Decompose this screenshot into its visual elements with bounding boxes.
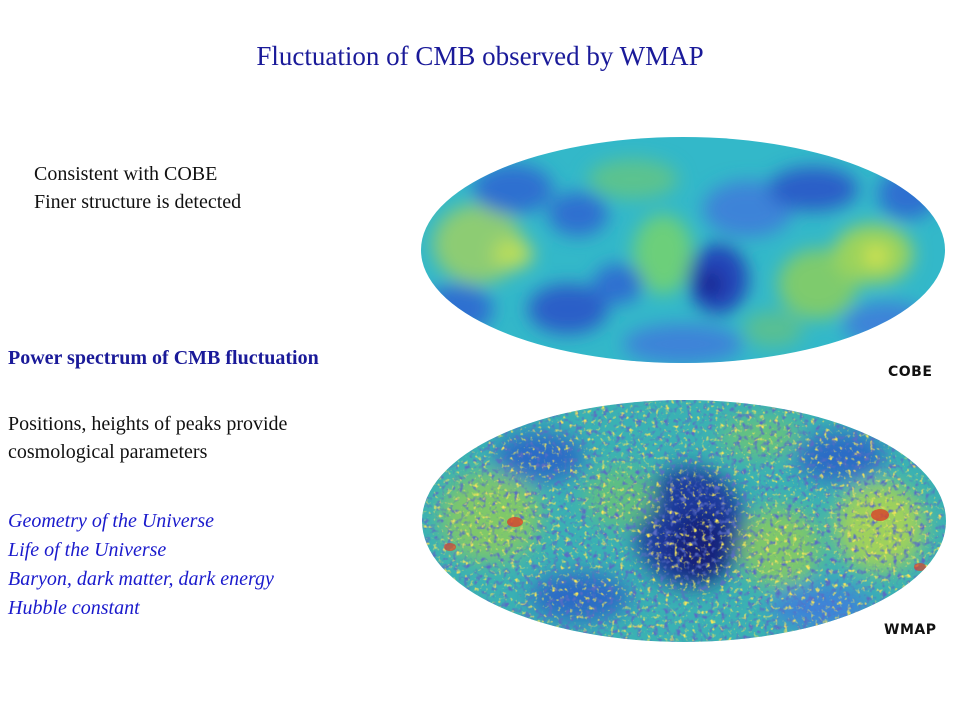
wmap-sky-map	[422, 400, 946, 642]
cobe-note-line: Finer structure is detected	[34, 191, 242, 213]
wmap-map-label: WMAP	[884, 622, 937, 638]
slide-title: Fluctuation of CMB observed by WMAP	[256, 41, 704, 71]
cobe-map-label: COBE	[888, 364, 933, 380]
peaks-description-line: cosmological parameters	[8, 441, 208, 463]
cobe-notes: Consistent with COBE Finer structure is …	[34, 160, 241, 216]
cobe-sky-map	[421, 137, 945, 363]
parameter-item: Life of the Universe	[8, 539, 167, 561]
peaks-description-line: Positions, heights of peaks provide	[8, 413, 288, 435]
peaks-description: Positions, heights of peaks provide cosm…	[8, 410, 287, 466]
power-spectrum-heading: Power spectrum of CMB fluctuation	[8, 347, 319, 369]
cosmological-parameters-list: Geometry of the Universe Life of the Uni…	[8, 507, 274, 623]
parameter-item: Hubble constant	[8, 597, 140, 619]
parameter-item: Geometry of the Universe	[8, 510, 215, 532]
cobe-note-line: Consistent with COBE	[34, 163, 218, 185]
parameter-item: Baryon, dark matter, dark energy	[8, 568, 274, 590]
